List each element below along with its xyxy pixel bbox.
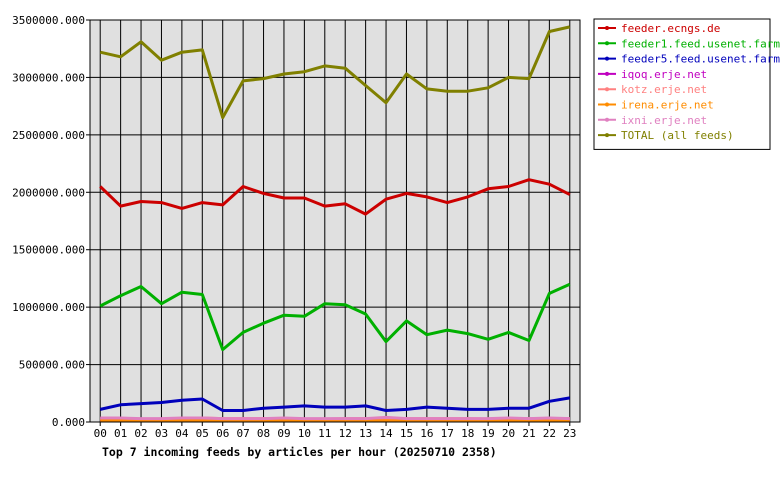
x-tick-label: 19 <box>482 427 495 440</box>
plot-area <box>90 20 580 422</box>
legend-marker <box>605 26 609 30</box>
y-tick-label: 1500000.000 <box>12 244 85 257</box>
gridlines <box>90 19 580 423</box>
series-line-7 <box>99 25 571 120</box>
legend-marker <box>605 87 609 92</box>
series-line-1 <box>99 282 571 352</box>
plot-frame <box>89 19 581 423</box>
legend-label: TOTAL (all feeds) <box>621 129 734 142</box>
x-tick-label: 14 <box>379 427 393 440</box>
series-lines <box>99 25 571 423</box>
legend-marker <box>605 41 609 46</box>
y-tick-label: 1000000.000 <box>12 301 85 314</box>
y-tick-label: 2000000.000 <box>12 186 85 199</box>
x-tick-label: 13 <box>359 427 372 440</box>
y-tick-label: 3000000.000 <box>12 71 85 84</box>
series-line-6 <box>100 415 570 421</box>
legend-label: kotz.erje.net <box>621 83 707 96</box>
legend: feeder.ecngs.de feeder1.feed.usenet.farm f… <box>593 18 780 150</box>
x-tick-label: 07 <box>237 427 250 440</box>
legend-label: iqoq.erje.net <box>621 68 707 81</box>
series-line-0 <box>99 178 571 216</box>
x-tick-label: 04 <box>175 427 189 440</box>
x-tick-label: 00 <box>94 427 107 440</box>
x-tick-label: 06 <box>216 427 229 440</box>
y-tick-label: 2500000.000 <box>12 129 85 142</box>
legend-marker <box>605 56 609 61</box>
x-tick-label: 17 <box>441 427 454 440</box>
y-axis: 0.000 500000.000 1000000.000 1500000.000 200… <box>12 14 90 429</box>
y-tick-label: 500000.000 <box>19 359 85 372</box>
legend-label: feeder1.feed.usenet.farm <box>621 37 780 50</box>
x-tick-label: 02 <box>134 427 147 440</box>
legend-label: irena.erje.net <box>621 99 714 112</box>
x-tick-label: 20 <box>502 427 515 440</box>
legend-label: ixni.erje.net <box>621 114 707 127</box>
x-tick-label: 15 <box>400 427 413 440</box>
x-tick-label: 09 <box>277 427 290 440</box>
x-tick-label: 16 <box>420 427 433 440</box>
x-tick-label: 10 <box>298 427 311 440</box>
x-axis: 00 01 02 03 04 05 06 07 08 09 10 11 12 13 14 15 16 17 18 19… <box>94 422 576 440</box>
x-tick-label: 11 <box>318 427 331 440</box>
x-tick-label: 23 <box>563 427 576 440</box>
series-line-2 <box>99 396 571 412</box>
legend-box <box>593 18 771 150</box>
x-tick-label: 03 <box>155 427 168 440</box>
x-tick-label: 08 <box>257 427 270 440</box>
legend-marker <box>605 102 609 107</box>
legend-marker <box>605 133 609 138</box>
legend-marker <box>605 71 609 76</box>
x-tick-label: 21 <box>522 427 535 440</box>
chart-title: Top 7 incoming feeds by articles per hou… <box>102 445 497 459</box>
y-tick-label: 0.000 <box>52 416 85 429</box>
x-tick-label: 18 <box>461 427 474 440</box>
x-tick-label: 05 <box>196 427 209 440</box>
legend-label: feeder5.feed.usenet.farm <box>621 53 780 66</box>
y-tick-label: 3500000.000 <box>12 14 85 27</box>
x-tick-label: 22 <box>543 427 556 440</box>
legend-label: feeder.ecngs.de <box>621 22 720 35</box>
x-tick-label: 01 <box>114 427 127 440</box>
x-tick-label: 12 <box>339 427 352 440</box>
legend-marker <box>605 117 609 122</box>
